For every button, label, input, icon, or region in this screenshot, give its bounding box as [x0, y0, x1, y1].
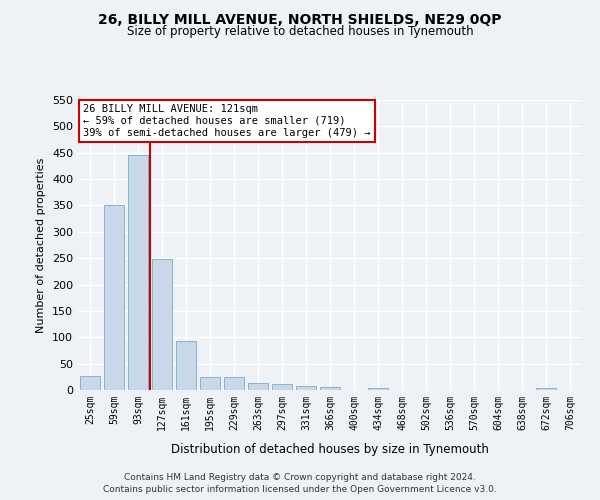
Bar	[320, 388, 340, 390]
Text: Size of property relative to detached houses in Tynemouth: Size of property relative to detached ho…	[127, 25, 473, 38]
Bar	[128, 156, 148, 390]
Bar	[272, 384, 292, 390]
Bar	[104, 206, 124, 390]
Bar	[248, 383, 268, 390]
Text: 26, BILLY MILL AVENUE, NORTH SHIELDS, NE29 0QP: 26, BILLY MILL AVENUE, NORTH SHIELDS, NE…	[98, 12, 502, 26]
Text: Contains HM Land Registry data © Crown copyright and database right 2024.: Contains HM Land Registry data © Crown c…	[124, 472, 476, 482]
Bar	[224, 378, 244, 390]
Bar	[296, 386, 316, 390]
Bar	[80, 376, 100, 390]
Bar	[200, 377, 220, 390]
Text: Contains public sector information licensed under the Open Government Licence v3: Contains public sector information licen…	[103, 485, 497, 494]
Bar	[176, 341, 196, 390]
Bar	[152, 259, 172, 390]
Text: Distribution of detached houses by size in Tynemouth: Distribution of detached houses by size …	[171, 442, 489, 456]
Text: 26 BILLY MILL AVENUE: 121sqm
← 59% of detached houses are smaller (719)
39% of s: 26 BILLY MILL AVENUE: 121sqm ← 59% of de…	[83, 104, 371, 138]
Bar	[368, 388, 388, 390]
Bar	[536, 388, 556, 390]
Y-axis label: Number of detached properties: Number of detached properties	[37, 158, 46, 332]
